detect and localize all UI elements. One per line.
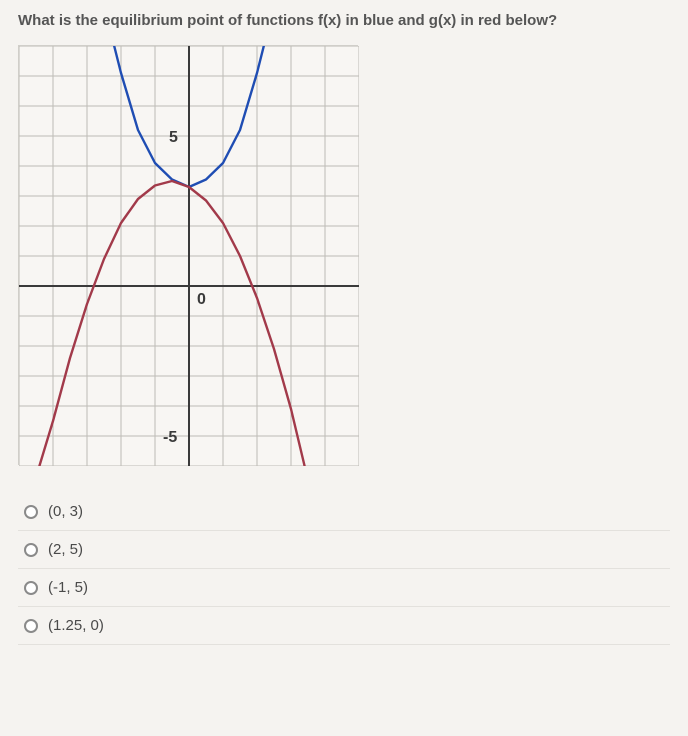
radio-icon: [24, 619, 38, 633]
option-label: (0, 3): [48, 503, 83, 520]
option-2[interactable]: (-1, 5): [18, 569, 670, 607]
option-label: (1.25, 0): [48, 617, 104, 634]
option-label: (-1, 5): [48, 579, 88, 596]
svg-text:5: 5: [169, 129, 178, 146]
answer-options: (0, 3) (2, 5) (-1, 5) (1.25, 0): [18, 493, 670, 645]
option-3[interactable]: (1.25, 0): [18, 607, 670, 645]
svg-text:0: 0: [197, 291, 206, 308]
radio-icon: [24, 581, 38, 595]
radio-icon: [24, 543, 38, 557]
svg-text:-5: -5: [163, 429, 177, 446]
option-0[interactable]: (0, 3): [18, 493, 670, 531]
option-1[interactable]: (2, 5): [18, 531, 670, 569]
question-text: What is the equilibrium point of functio…: [18, 12, 670, 29]
radio-icon: [24, 505, 38, 519]
option-label: (2, 5): [48, 541, 83, 558]
equilibrium-chart: 0 5 -5: [18, 45, 358, 465]
